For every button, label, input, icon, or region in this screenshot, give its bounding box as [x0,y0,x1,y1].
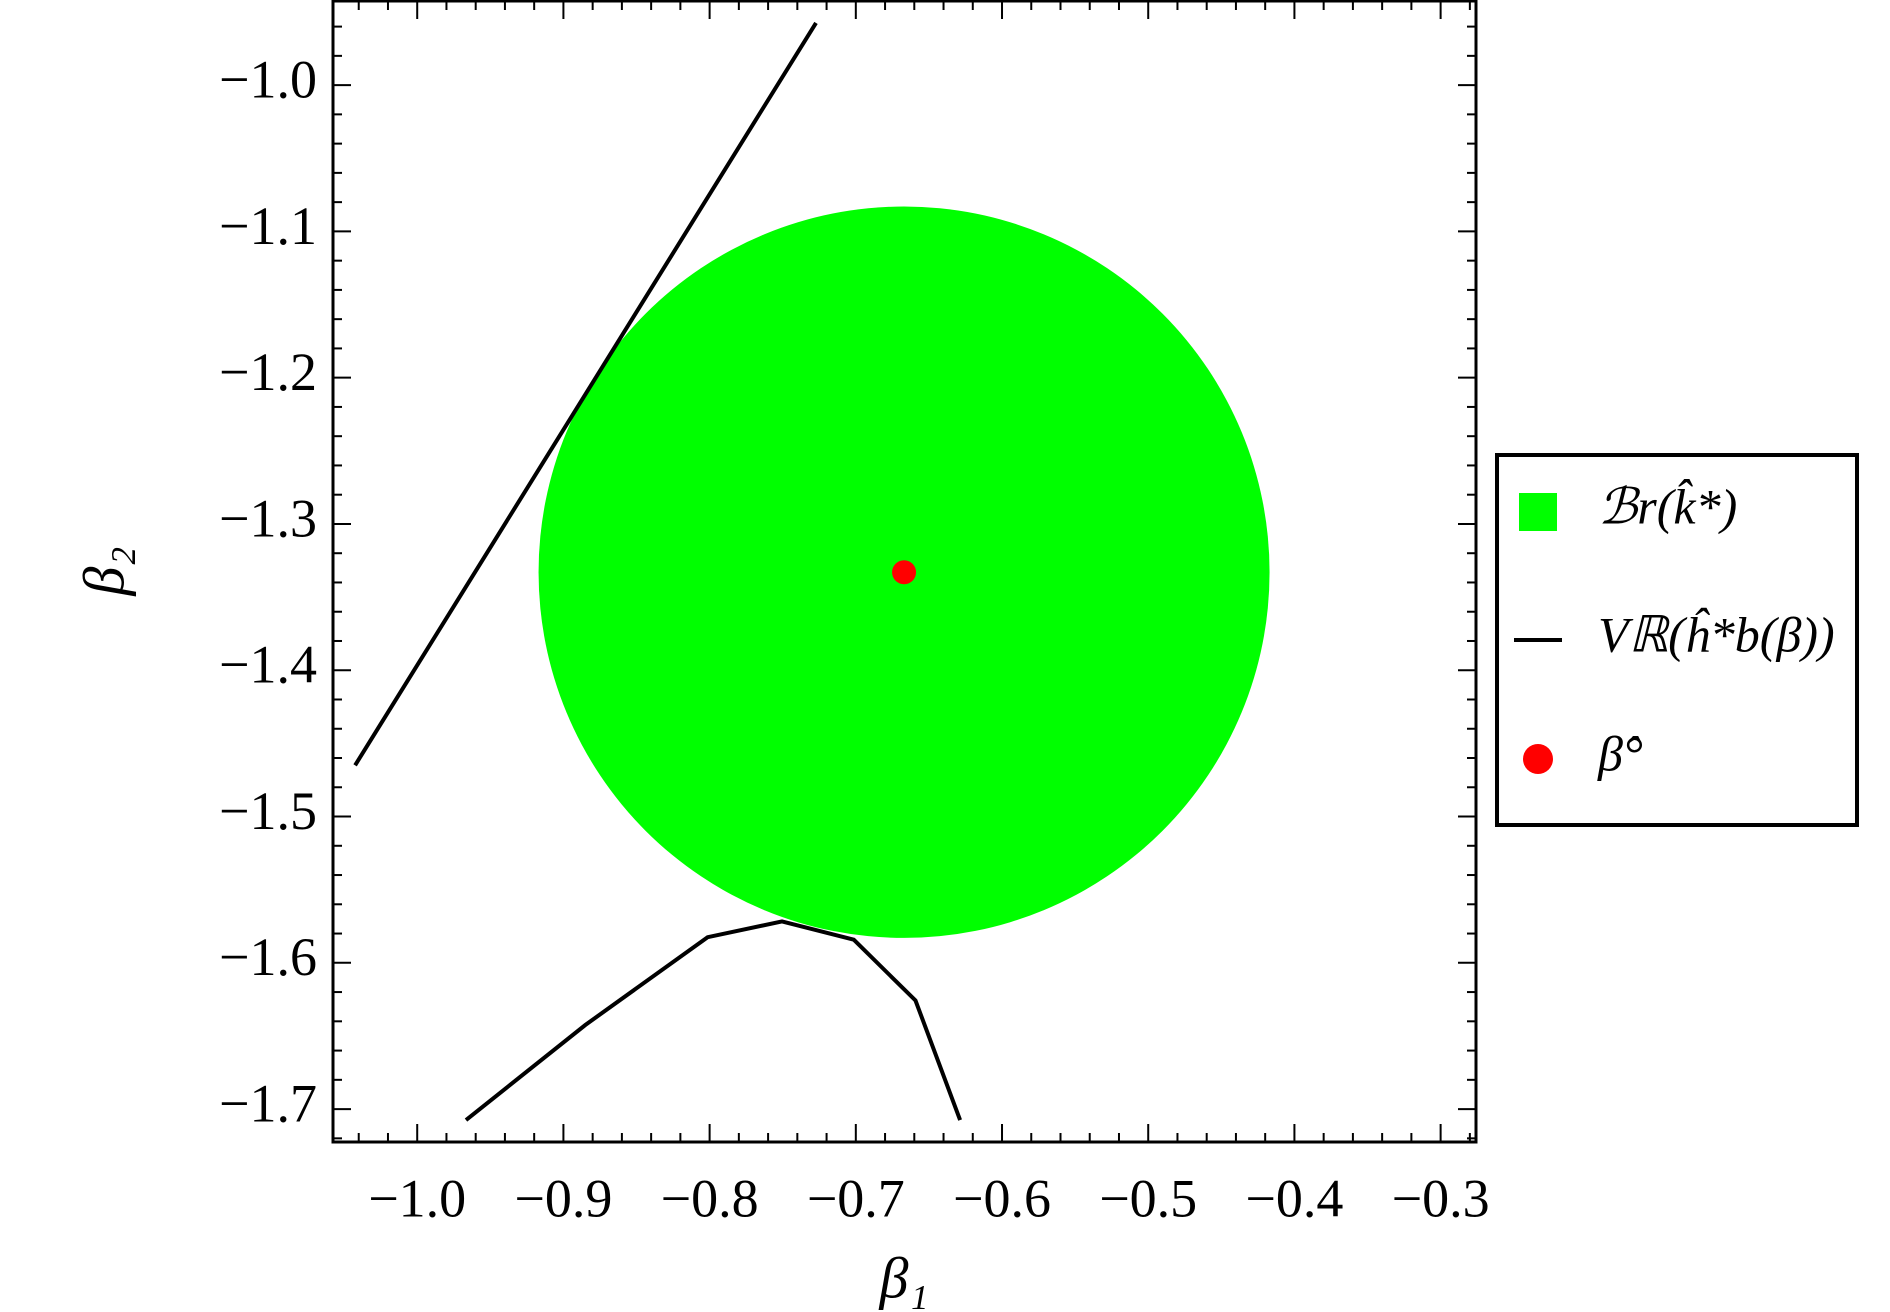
legend-swatch [1523,744,1553,774]
x-tick-label: −0.5 [1099,1168,1197,1228]
x-tick-label: −1.0 [368,1168,466,1228]
y-tick-label: −1.5 [219,781,317,841]
y-axis-label: β₂ [71,546,136,596]
legend-swatch [1519,493,1557,531]
curve [353,21,962,1122]
y-tick-label: −1.2 [219,342,317,402]
x-tick-label: −0.3 [1392,1168,1490,1228]
y-tick-label: −1.0 [219,50,317,110]
x-tick-label: −0.8 [661,1168,759,1228]
x-tick-label: −0.4 [1245,1168,1343,1228]
y-tick-label: −1.6 [219,927,317,987]
plot-area [353,21,1270,1122]
legend-label: ℬr(k̂*) [1598,478,1737,535]
y-tick-label: −1.3 [219,488,317,548]
y-tick-label: −1.7 [219,1073,317,1133]
point [892,560,917,585]
x-tick-label: −0.7 [807,1168,905,1228]
x-tick-label: −0.9 [514,1168,612,1228]
x-tick-label: −0.6 [953,1168,1051,1228]
plot-frame [331,0,1478,1144]
legend-label: β̂° [1597,725,1643,781]
y-tick-label: −1.1 [219,196,317,256]
y-tick-label: −1.4 [219,635,317,695]
x-axis-label: β₁ [878,1245,928,1310]
legend-label: Vℝ(ĥ*b(β)) [1598,606,1835,662]
